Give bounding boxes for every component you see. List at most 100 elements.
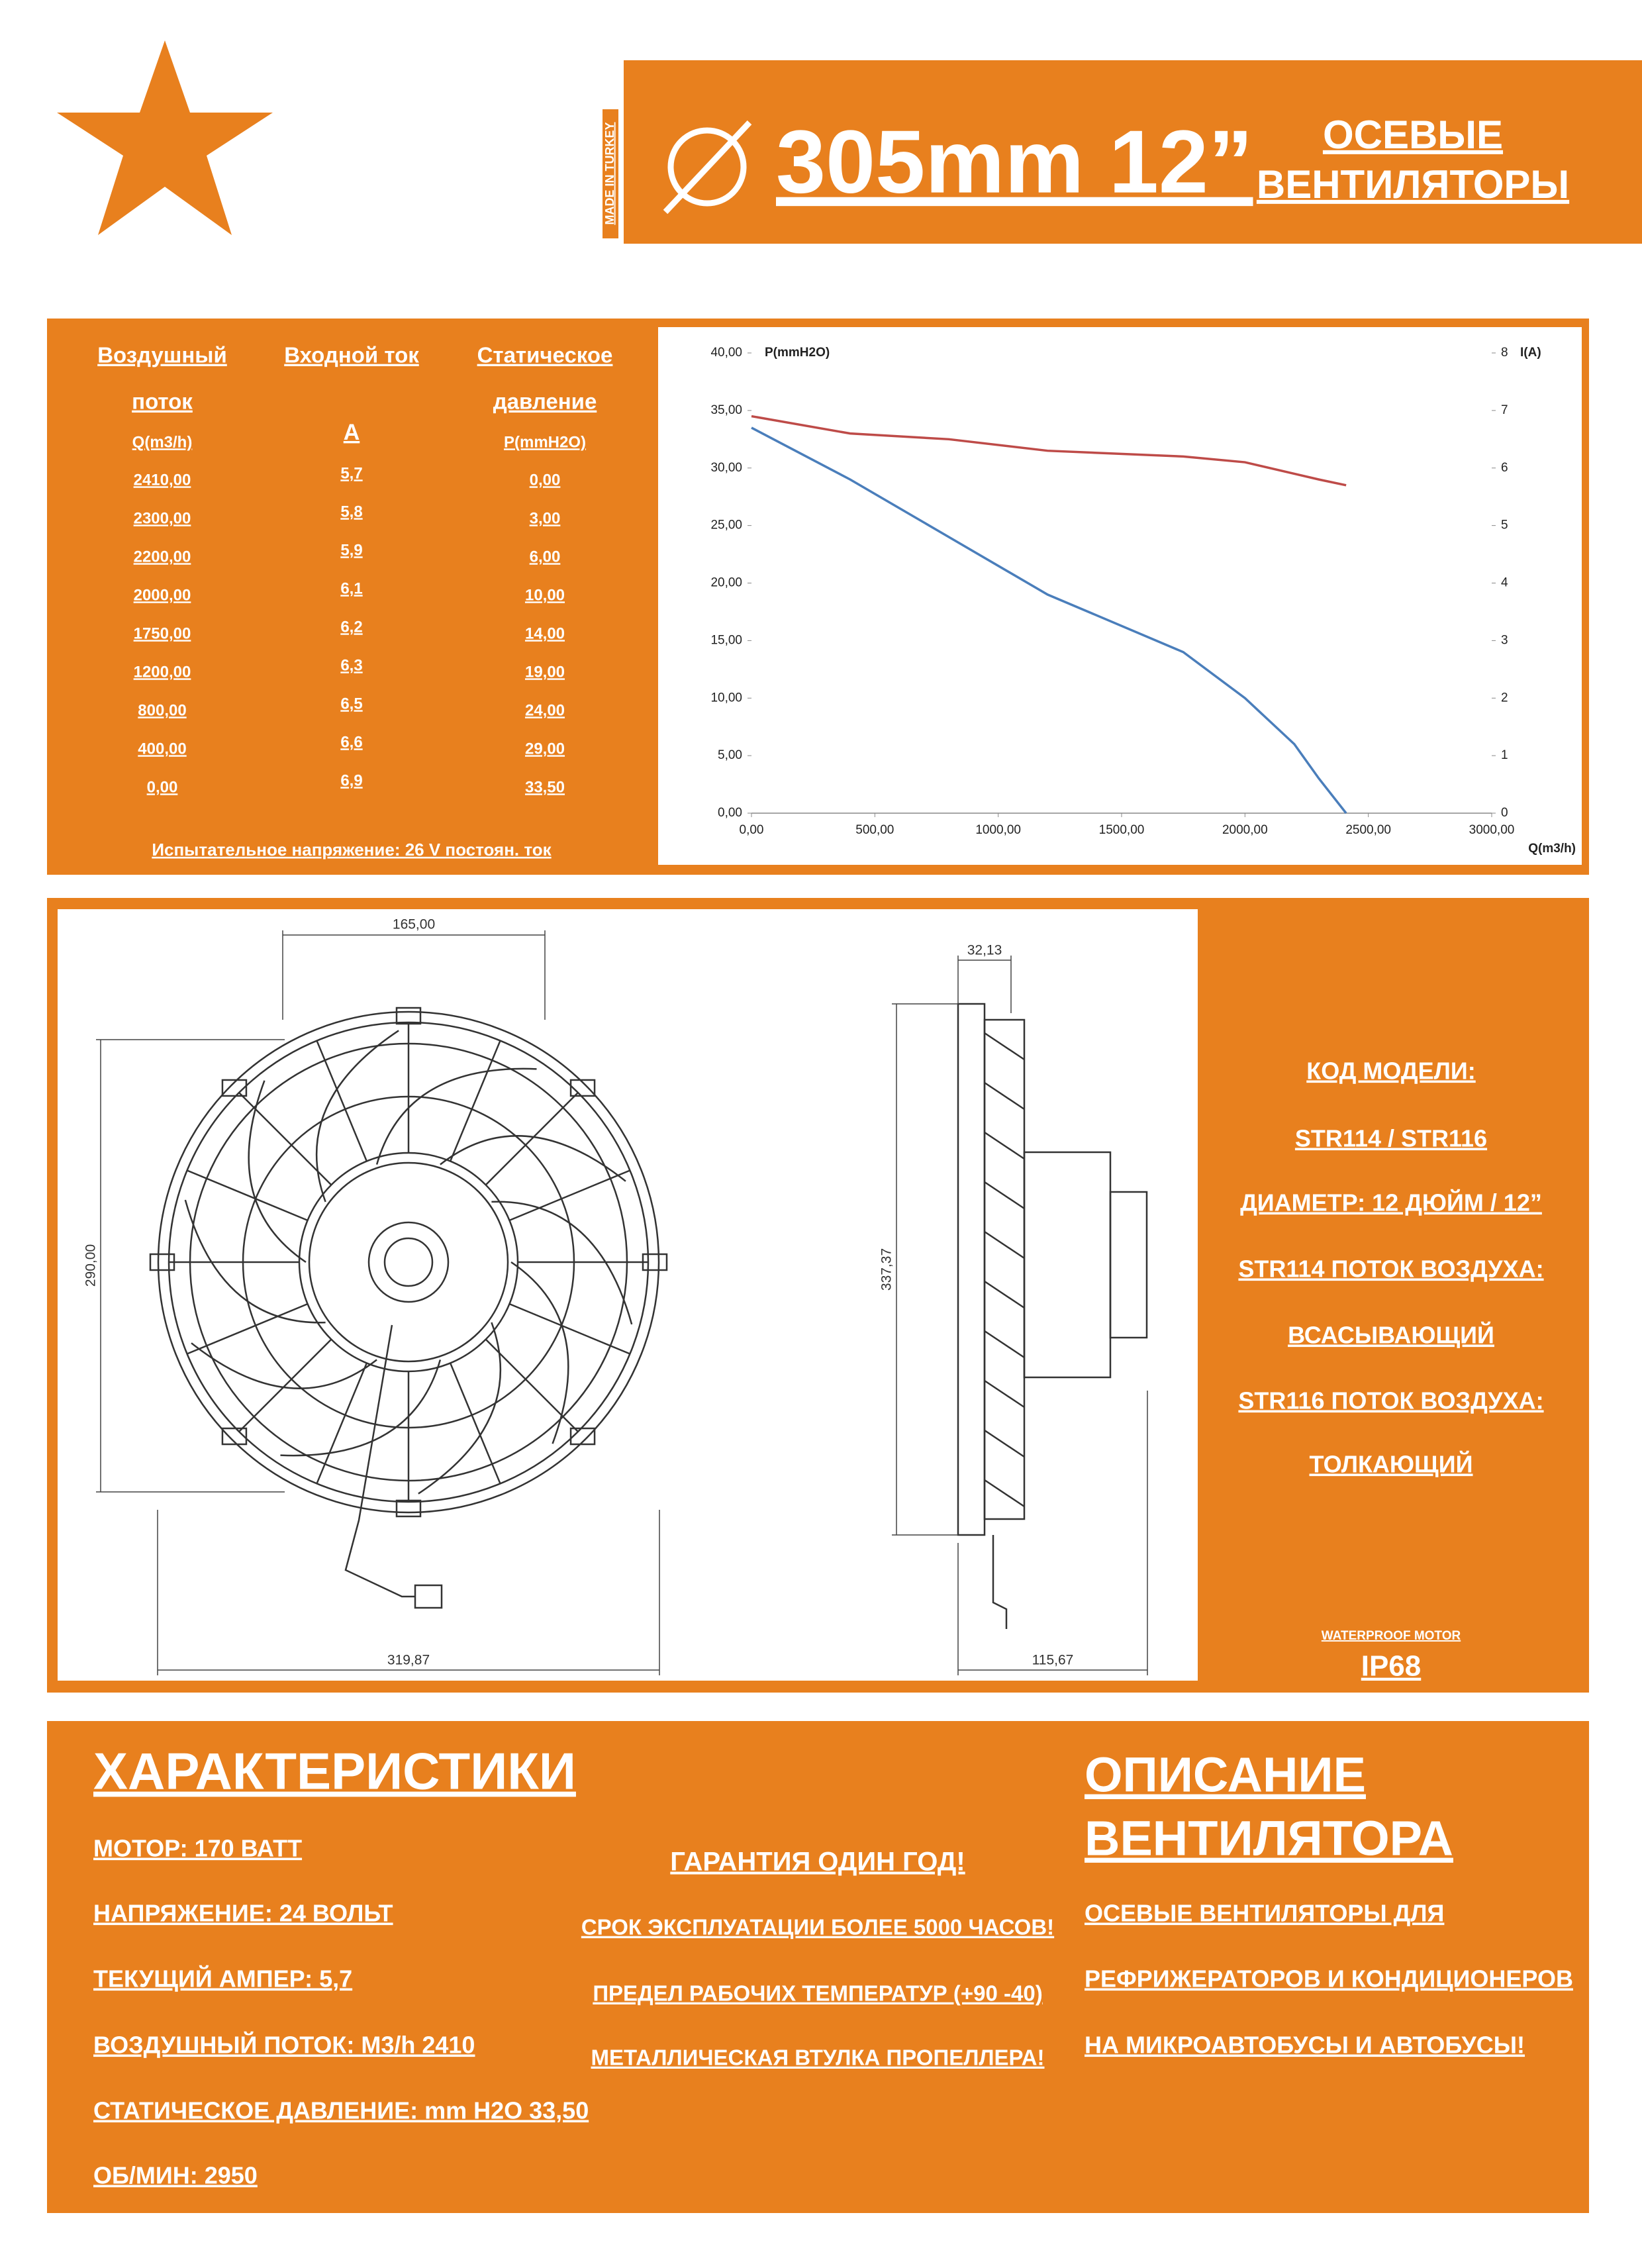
y-tick-label: 5,00	[718, 748, 742, 762]
table-cell: 3,00	[530, 509, 561, 527]
y2-axis-title: I(A)	[1520, 346, 1541, 360]
y-tick-label: 15,00	[710, 633, 742, 647]
drawing-line	[984, 1479, 1025, 1508]
drawing-line	[984, 1429, 1025, 1458]
spec-item: НАПРЯЖЕНИЕ: 24 ВОЛЬТ	[93, 1900, 393, 1927]
logo-text: STAR MOTOR	[281, 102, 593, 179]
drawing-line	[184, 1199, 326, 1324]
drawing-line	[149, 1253, 175, 1271]
drawing-line	[440, 1135, 626, 1182]
y-tick-label: 10,00	[710, 691, 742, 705]
spec-item: МОТОР: 170 ВАТТ	[93, 1835, 302, 1862]
table-cell: 6,2	[340, 618, 362, 636]
drawing-panel	[58, 909, 1198, 1681]
drawing-line	[984, 1379, 1025, 1408]
drawing-line	[367, 1221, 450, 1303]
table-cell: 5,9	[340, 541, 362, 559]
table-unit: Q(m3/h)	[132, 433, 193, 451]
table-cell: 2000,00	[134, 586, 191, 604]
table-cell: 2200,00	[134, 548, 191, 566]
table-cell: 0,00	[530, 471, 561, 489]
drawing-line	[418, 1322, 502, 1495]
logo-star	[57, 40, 273, 235]
feature: ГАРАНТИЯ ОДИН ГОД!	[670, 1848, 965, 1877]
drawing-line	[248, 1080, 307, 1263]
drawing-line	[238, 1338, 332, 1432]
drawing-line	[308, 1161, 509, 1363]
drawing-line	[449, 1362, 501, 1484]
chart-panel	[658, 327, 1582, 865]
y2-tick-label: 0	[1501, 806, 1508, 820]
drawing-line	[191, 1342, 377, 1389]
y2-tick-label: 1	[1501, 748, 1508, 762]
drawing-line	[1109, 1191, 1148, 1339]
series-line	[751, 426, 1347, 814]
drawing-line	[508, 1303, 630, 1355]
drawing-line	[187, 1169, 309, 1222]
table-note: Испытательное напряжение: 26 V постоян. …	[152, 840, 552, 860]
drawing-line	[157, 1011, 660, 1514]
y2-tick-label: 4	[1501, 576, 1508, 590]
description-line: ОСЕВЫЕ ВЕНТИЛЯТОРЫ ДЛЯ	[1085, 1900, 1444, 1927]
drawing-line	[510, 1261, 569, 1444]
table-cell: 5,8	[340, 503, 362, 520]
drawing-line	[984, 1230, 1025, 1259]
description-title: ВЕНТИЛЯТОРА	[1085, 1811, 1453, 1866]
drawing-line	[187, 1303, 309, 1355]
spec-item: СТАТИЧЕСКОЕ ДАВЛЕНИЕ: mm H2O 33,50	[93, 2097, 589, 2124]
drawing-line	[984, 1280, 1025, 1309]
y2-tick-label: 5	[1501, 518, 1508, 532]
model-line: STR114 ПОТОК ВОЗДУХА:	[1238, 1256, 1543, 1283]
x-tick-label: 2500,00	[1345, 823, 1391, 837]
drawing-line	[280, 1359, 442, 1457]
table-unit: A	[344, 420, 360, 445]
table-cell: 800,00	[138, 701, 186, 719]
drawing-line	[383, 1237, 434, 1287]
y-axis-title: P(mmH2O)	[765, 346, 830, 360]
description-line: РЕФРИЖЕРАТОРОВ И КОНДИЦИОНЕРОВ	[1085, 1965, 1573, 1993]
x-tick-label: 3000,00	[1469, 823, 1515, 837]
y2-tick-label: 8	[1501, 346, 1508, 360]
subtitle: ВЕНТИЛЯТОРЫ	[1257, 162, 1569, 207]
drawing-line	[414, 1584, 443, 1609]
drawing-line	[992, 1535, 1008, 1629]
table-cell: 1200,00	[134, 663, 191, 681]
fan-drawing	[96, 930, 1148, 1675]
drawing-line	[238, 1092, 332, 1186]
table-cell: 2410,00	[134, 471, 191, 489]
table-cell: 19,00	[525, 663, 565, 681]
table-cell: 400,00	[138, 740, 186, 758]
table-cell: 2300,00	[134, 509, 191, 527]
model-line: ВСАСЫВАЮЩИЙ	[1288, 1321, 1494, 1349]
x-tick-label: 1000,00	[975, 823, 1021, 837]
table-unit: P(mmH2O)	[504, 433, 586, 451]
table-cell: 10,00	[525, 586, 565, 604]
dimension-label: 290,00	[83, 1244, 99, 1287]
drawing-line	[221, 1079, 248, 1097]
x-tick-label: 1500,00	[1099, 823, 1145, 837]
table-cell: 24,00	[525, 701, 565, 719]
table-cell: 6,5	[340, 695, 362, 713]
logo-side: MADE IN TURKEY	[603, 122, 616, 224]
drawing-line	[984, 1330, 1025, 1359]
feature: СРОК ЭКСПЛУАТАЦИИ БОЛЕЕ 5000 ЧАСОВ!	[581, 1915, 1054, 1940]
dimension-label: 337,37	[879, 1248, 894, 1291]
drawing-line	[984, 1181, 1025, 1210]
model-line: ТОЛКАЮЩИЙ	[1310, 1450, 1473, 1478]
drawing-line	[642, 1253, 668, 1271]
table-header: Статическое	[477, 343, 613, 368]
y-tick-label: 40,00	[710, 346, 742, 360]
table-cell: 14,00	[525, 624, 565, 642]
logo-text: COMPANY	[314, 167, 559, 244]
subtitle: ОСЕВЫЕ	[1323, 113, 1503, 157]
table-header: давление	[493, 389, 597, 414]
table-cell: 33,50	[525, 778, 565, 796]
y-tick-label: 0,00	[718, 806, 742, 820]
table-cell: 6,3	[340, 656, 362, 674]
y2-tick-label: 6	[1501, 461, 1508, 475]
drawing-line	[344, 1324, 415, 1598]
table-cell: 29,00	[525, 740, 565, 758]
header-band	[624, 60, 1642, 244]
